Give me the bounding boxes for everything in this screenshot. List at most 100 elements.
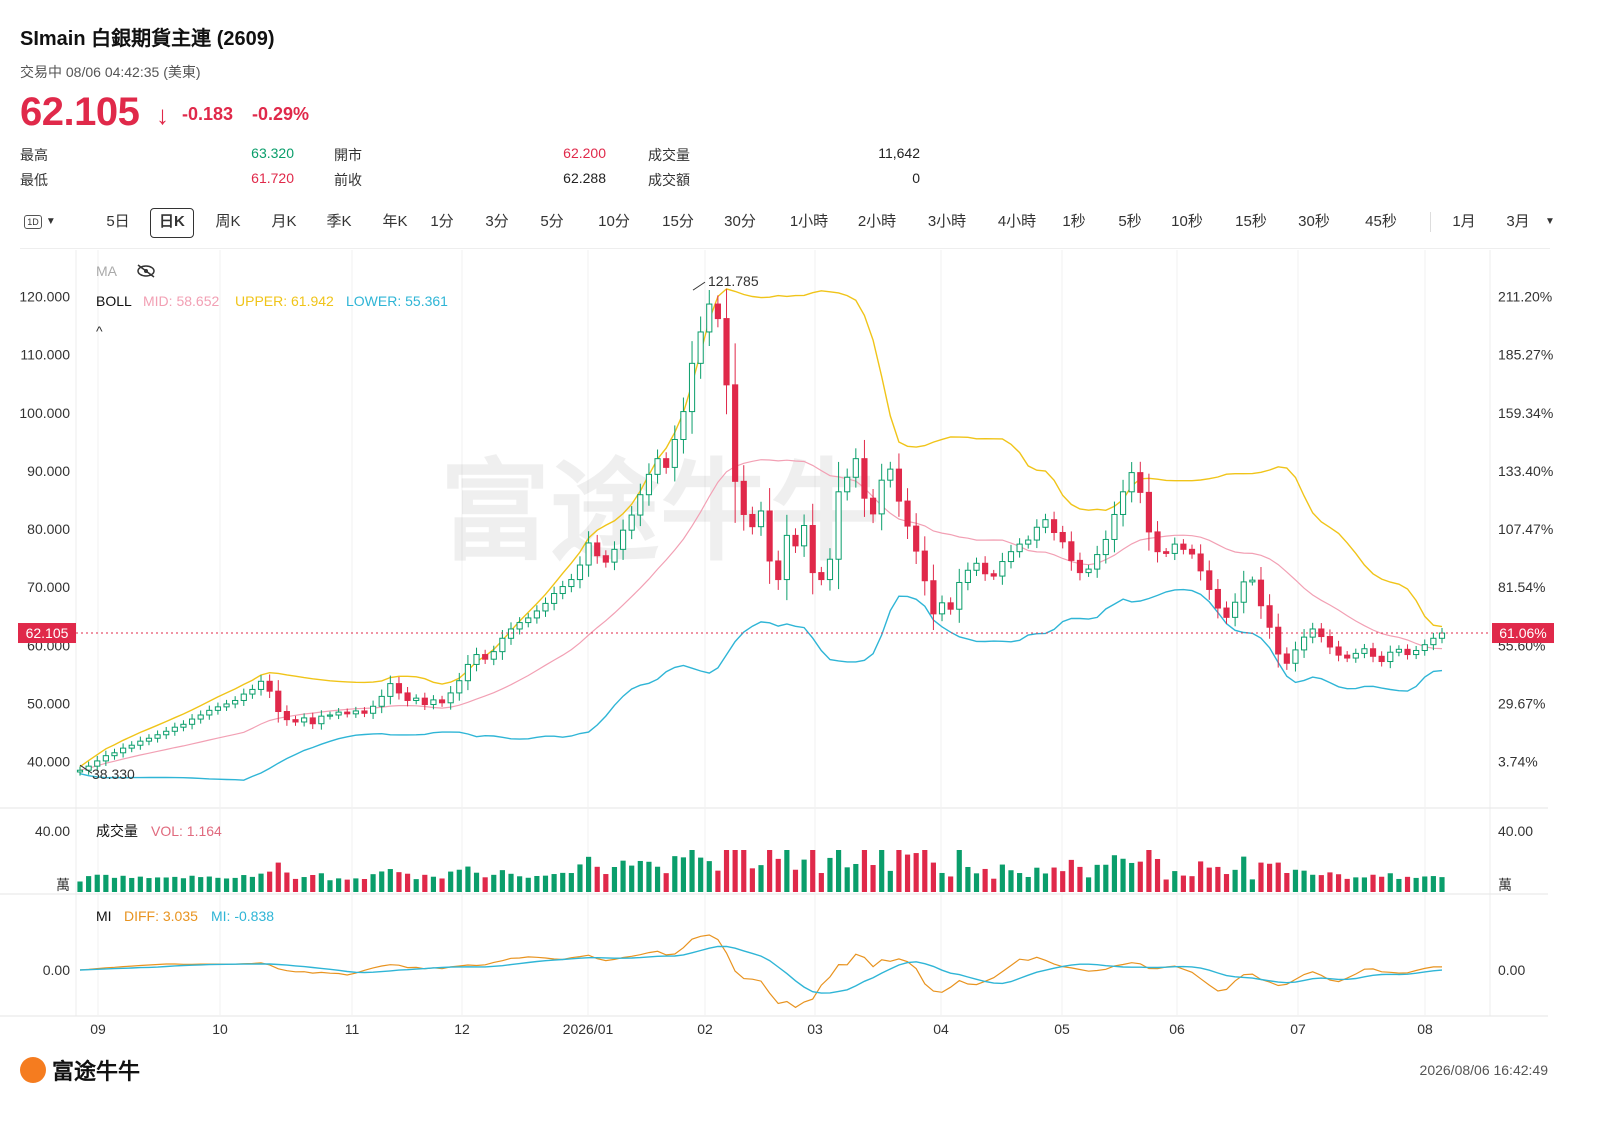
- candle-body: [283, 711, 290, 721]
- volume-bar: [198, 877, 204, 892]
- volume-bar: [1396, 878, 1402, 892]
- x-tick-label: 12: [454, 1021, 470, 1037]
- tab-15[interactable]: 3小時: [927, 213, 967, 230]
- y-tick-label: 50.000: [27, 695, 70, 711]
- tab-5[interactable]: 季K: [326, 213, 352, 230]
- y-right-tick-label: 185.27%: [1498, 347, 1553, 363]
- volume-bar: [1042, 873, 1049, 892]
- candle-body: [1128, 472, 1135, 493]
- volume-bar: [1344, 878, 1350, 892]
- candle-body: [1257, 579, 1265, 607]
- candle-body: [594, 542, 601, 557]
- tab-16[interactable]: 4小時: [997, 213, 1037, 230]
- volume-bar: [991, 878, 997, 892]
- y-tick-label: 70.000: [27, 579, 70, 595]
- volume-bar: [111, 877, 118, 892]
- tab-23[interactable]: 1月: [1452, 213, 1476, 230]
- candle-body: [257, 680, 265, 690]
- volume-bar: [663, 873, 669, 892]
- volume-bar: [1060, 871, 1066, 892]
- tab-separator: [1430, 212, 1431, 232]
- candle-body: [775, 560, 782, 581]
- candle-body: [749, 513, 756, 528]
- tab-8[interactable]: 3分: [485, 213, 509, 230]
- tab-6[interactable]: 年K: [382, 213, 408, 230]
- volume-bar: [1284, 872, 1290, 892]
- tab-19[interactable]: 10秒: [1171, 213, 1203, 230]
- candle-body: [878, 479, 885, 515]
- volume-bar: [930, 862, 936, 892]
- candle-body: [1378, 655, 1385, 663]
- volume-bar: [904, 854, 911, 892]
- candle-body: [163, 730, 170, 736]
- volume-bar: [1215, 866, 1221, 892]
- candle-body: [930, 580, 937, 615]
- tab-2[interactable]: 日K: [150, 208, 194, 238]
- candle-body: [171, 726, 178, 732]
- volume-bar: [1327, 872, 1333, 892]
- volume-bar: [749, 868, 755, 892]
- volume-bar: [379, 871, 385, 892]
- volume-bar: [310, 874, 316, 892]
- tab-17[interactable]: 1秒: [1062, 213, 1086, 230]
- mi-line: [79, 945, 1443, 994]
- volume-bar: [163, 877, 169, 892]
- x-tick-label: 06: [1169, 1021, 1185, 1037]
- mi-tick-label: 0.00: [43, 962, 70, 978]
- volume-bar: [1241, 856, 1247, 892]
- candle-body: [947, 602, 954, 610]
- volume-bar: [792, 869, 799, 892]
- tab-1[interactable]: 5日: [106, 213, 130, 230]
- tab-3[interactable]: 周K: [215, 213, 241, 230]
- volume-bar: [430, 876, 437, 892]
- volume-bar: [491, 874, 497, 892]
- volume-bar: [1249, 879, 1255, 892]
- period-selector[interactable]: 1D ▼: [20, 208, 60, 236]
- candle-body: [1292, 649, 1299, 664]
- volume-bar: [1129, 862, 1135, 892]
- volume-bar: [473, 872, 480, 892]
- x-tick-label: 08: [1417, 1021, 1433, 1037]
- tab-11[interactable]: 15分: [662, 213, 694, 230]
- tab-7[interactable]: 1分: [430, 213, 454, 230]
- more-chevron-down-icon[interactable]: ▼: [1545, 216, 1555, 227]
- tab-21[interactable]: 30秒: [1298, 213, 1330, 230]
- volume-bar: [560, 872, 566, 892]
- volume-bar: [1275, 862, 1281, 892]
- candle-body: [94, 760, 101, 767]
- candle-body: [301, 717, 308, 723]
- tab-22[interactable]: 45秒: [1365, 213, 1397, 230]
- candle-body: [421, 697, 428, 706]
- candle-body: [85, 765, 92, 771]
- tab-4[interactable]: 月K: [271, 213, 297, 230]
- candle-body: [835, 491, 842, 560]
- footer-logo: 富途牛牛: [20, 1054, 140, 1086]
- candle-body: [404, 692, 411, 701]
- tab-18[interactable]: 5秒: [1118, 213, 1142, 230]
- volume-bar: [732, 850, 738, 892]
- volume-bar: [637, 860, 643, 892]
- candle-body: [430, 699, 437, 706]
- tab-10[interactable]: 10分: [598, 213, 630, 230]
- tab-9[interactable]: 5分: [540, 213, 564, 230]
- tab-12[interactable]: 30分: [724, 213, 756, 230]
- candle-body: [1206, 570, 1213, 590]
- collapse-caret-icon[interactable]: ^: [96, 323, 103, 339]
- candle-body: [76, 769, 84, 773]
- candle-body: [1145, 491, 1152, 533]
- tab-14[interactable]: 2小時: [857, 213, 897, 230]
- arrow-down-icon: ↓: [156, 100, 169, 130]
- candle-body: [551, 593, 558, 604]
- candle-body: [111, 752, 118, 757]
- volume-bar: [1206, 867, 1212, 892]
- tab-20[interactable]: 15秒: [1235, 213, 1267, 230]
- eye-off-icon[interactable]: [137, 264, 155, 278]
- candle-body: [1033, 526, 1040, 541]
- ma-label[interactable]: MA: [96, 263, 118, 279]
- price-chart[interactable]: 富途牛牛 120.000 211.20%110.000 185.27%100.000…: [0, 250, 1600, 1050]
- tab-24[interactable]: 3月: [1506, 213, 1530, 230]
- candle-body: [990, 573, 997, 577]
- candle-body: [973, 562, 980, 571]
- tab-13[interactable]: 1小時: [789, 213, 829, 230]
- volume-bar: [146, 878, 152, 892]
